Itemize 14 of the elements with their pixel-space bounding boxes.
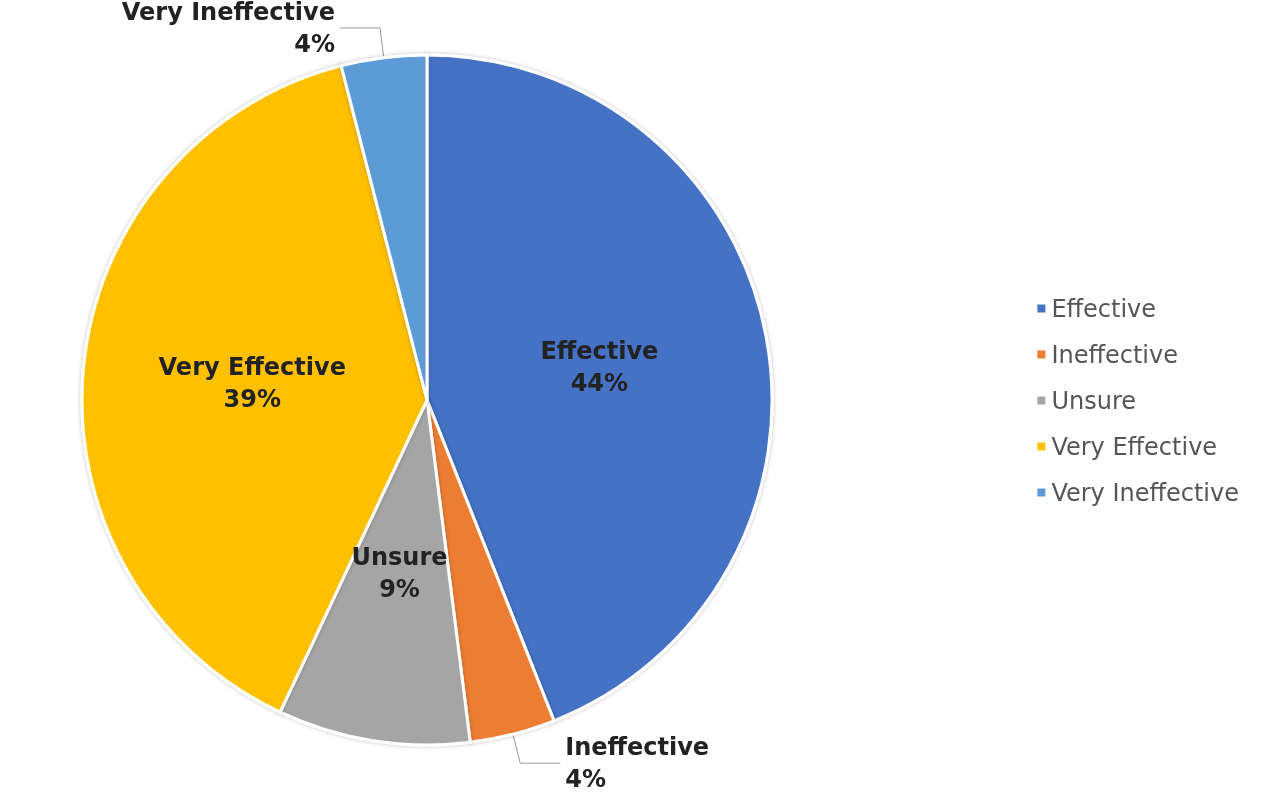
data-label: 44% <box>570 369 629 398</box>
legend-label: Very Ineffective <box>1051 478 1240 507</box>
legend-label: Effective <box>1051 294 1157 323</box>
legend-label: Unsure <box>1051 386 1136 415</box>
legend-label: Ineffective <box>1051 340 1178 369</box>
data-label: 4% <box>294 29 335 58</box>
slice-label: Ineffective <box>565 733 710 762</box>
slice-label: Very Ineffective <box>121 0 335 26</box>
slice-label: Very Effective <box>158 353 346 382</box>
slice-label: Effective <box>540 337 659 366</box>
data-label: 9% <box>379 575 420 604</box>
legend-label: Very Effective <box>1051 432 1218 461</box>
data-label: 39% <box>223 385 282 414</box>
data-label: 4% <box>565 765 607 794</box>
